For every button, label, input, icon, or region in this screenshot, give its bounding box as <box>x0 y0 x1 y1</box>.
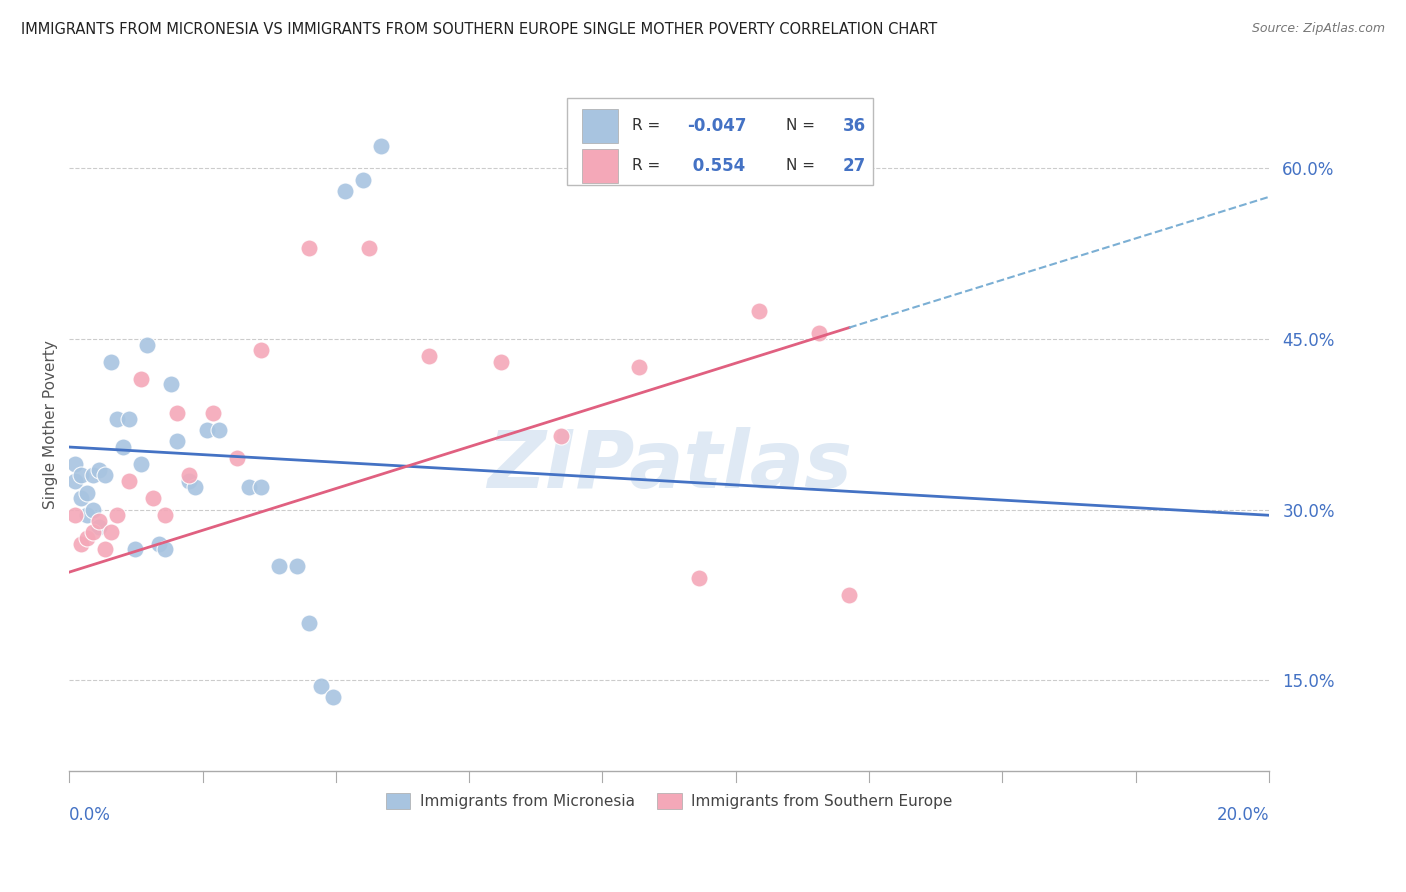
Point <box>142 491 165 506</box>
Point <box>155 542 177 557</box>
Point <box>82 502 104 516</box>
Text: 0.0%: 0.0% <box>69 805 111 824</box>
Legend: Immigrants from Micronesia, Immigrants from Southern Europe: Immigrants from Micronesia, Immigrants f… <box>380 788 959 815</box>
Point <box>298 241 321 255</box>
Point <box>166 434 188 449</box>
Point <box>250 480 273 494</box>
Point <box>250 343 273 358</box>
Point <box>105 508 128 523</box>
Point <box>838 588 860 602</box>
Point <box>418 349 440 363</box>
Point <box>70 537 93 551</box>
Point <box>179 474 201 488</box>
Text: 0.554: 0.554 <box>688 157 745 175</box>
Point <box>359 241 381 255</box>
Point <box>352 173 374 187</box>
Point <box>65 457 87 471</box>
Point <box>208 423 231 437</box>
Point <box>335 184 357 198</box>
Point <box>76 531 98 545</box>
Point <box>82 468 104 483</box>
Point <box>112 440 135 454</box>
Point <box>285 559 308 574</box>
Point <box>322 690 344 705</box>
Point <box>89 519 111 533</box>
Point <box>94 468 117 483</box>
Point <box>550 428 572 442</box>
Point <box>148 537 170 551</box>
Point <box>76 508 98 523</box>
Point <box>166 406 188 420</box>
Point <box>489 355 512 369</box>
Point <box>70 468 93 483</box>
Text: R =: R = <box>631 119 665 134</box>
Point <box>100 525 122 540</box>
Point <box>238 480 260 494</box>
Point <box>160 377 183 392</box>
Y-axis label: Single Mother Poverty: Single Mother Poverty <box>44 340 58 508</box>
Point <box>124 542 146 557</box>
Bar <box>582 149 617 183</box>
Point <box>94 542 117 557</box>
Point <box>89 463 111 477</box>
Point <box>129 372 152 386</box>
Point <box>298 616 321 631</box>
Text: -0.047: -0.047 <box>688 117 747 135</box>
Text: N =: N = <box>786 159 820 173</box>
Point <box>226 451 249 466</box>
Point <box>105 411 128 425</box>
Point <box>195 423 218 437</box>
Point <box>89 514 111 528</box>
Point <box>118 411 141 425</box>
Text: IMMIGRANTS FROM MICRONESIA VS IMMIGRANTS FROM SOUTHERN EUROPE SINGLE MOTHER POVE: IMMIGRANTS FROM MICRONESIA VS IMMIGRANTS… <box>21 22 938 37</box>
Bar <box>582 110 617 143</box>
Text: R =: R = <box>631 159 665 173</box>
Point <box>65 508 87 523</box>
Point <box>179 468 201 483</box>
Point <box>688 571 710 585</box>
Text: Source: ZipAtlas.com: Source: ZipAtlas.com <box>1251 22 1385 36</box>
Point <box>202 406 225 420</box>
Text: 27: 27 <box>844 157 866 175</box>
FancyBboxPatch shape <box>567 98 873 185</box>
Point <box>370 138 392 153</box>
Point <box>65 474 87 488</box>
Point <box>82 525 104 540</box>
Point <box>269 559 291 574</box>
Point <box>118 474 141 488</box>
Text: 36: 36 <box>844 117 866 135</box>
Point <box>748 303 770 318</box>
Text: N =: N = <box>786 119 820 134</box>
Point <box>309 679 332 693</box>
Point <box>184 480 207 494</box>
Point <box>628 360 651 375</box>
Text: 20.0%: 20.0% <box>1216 805 1270 824</box>
Point <box>100 355 122 369</box>
Point <box>70 491 93 506</box>
Point <box>76 485 98 500</box>
Point <box>136 337 159 351</box>
Point <box>808 326 831 341</box>
Text: ZIPatlas: ZIPatlas <box>486 427 852 505</box>
Point <box>155 508 177 523</box>
Point <box>129 457 152 471</box>
